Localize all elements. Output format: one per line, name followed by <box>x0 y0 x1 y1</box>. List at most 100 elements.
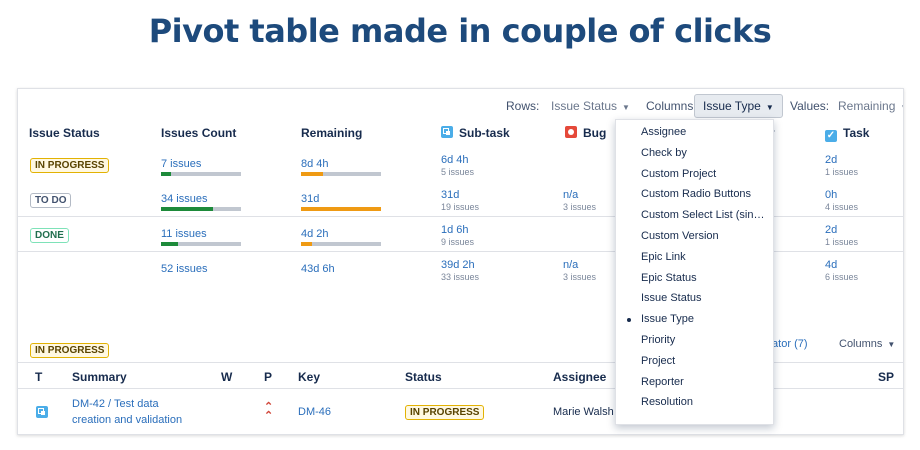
dropdown-item[interactable]: Custom Version <box>641 230 719 242</box>
count-bar <box>161 242 241 246</box>
task-count: 1 issues <box>825 237 859 247</box>
col-header-status[interactable]: Status <box>405 370 442 384</box>
header-bug-label: Bug <box>583 126 607 140</box>
header-task-label: Task <box>843 126 870 140</box>
total-bug-link[interactable]: n/a <box>563 259 579 271</box>
dropdown-item[interactable]: Custom Project <box>641 167 717 180</box>
chevron-down-icon: ▼ <box>622 103 630 112</box>
row-divider <box>18 216 903 217</box>
status-badge: TO DO <box>30 193 72 208</box>
total-subtask-count: 33 issues <box>441 272 480 282</box>
remaining-bar-fill <box>301 207 381 211</box>
col-header-w[interactable]: W <box>221 370 233 384</box>
task-count: 4 issues <box>825 202 859 212</box>
subtask-count: 9 issues <box>441 237 475 247</box>
total-count-link[interactable]: 52 issues <box>161 263 208 275</box>
remaining-bar <box>301 242 381 246</box>
rows-label: Rows: <box>506 99 540 113</box>
header-bug: Bug <box>565 126 606 140</box>
columns-dropdown-menu: Assignee Check by Custom Project Custom Rad… <box>615 119 774 425</box>
issue-key-link[interactable]: DM-46 <box>298 406 332 418</box>
subtask-value-link[interactable]: 6d 4h <box>441 154 469 166</box>
task-value-link[interactable]: 0h <box>825 189 838 201</box>
group-badge: IN PROGRESS <box>30 343 110 358</box>
dropdown-item[interactable]: Reporter <box>641 375 684 388</box>
subtask-value-link[interactable]: 1d 6h <box>441 224 469 236</box>
count-bar-fill <box>161 207 213 211</box>
col-header-t[interactable]: T <box>35 370 43 384</box>
columns-select-value: Issue Type <box>703 99 761 113</box>
col-header-key[interactable]: Key <box>298 370 321 384</box>
issues-count-link[interactable]: 7 issues <box>161 158 202 170</box>
issue-status-badge: IN PROGRESS <box>405 405 485 420</box>
chevron-down-icon: ▼ <box>765 103 774 112</box>
col-header-sp[interactable]: SP <box>878 370 895 384</box>
rows-select-value: Issue Status <box>551 99 618 113</box>
dropdown-item[interactable]: Custom Select List (sin… <box>641 209 765 222</box>
header-remaining: Remaining <box>301 126 363 140</box>
total-bug-count: 3 issues <box>563 272 597 282</box>
total-task-count: 6 issues <box>825 272 859 282</box>
col-header-summary[interactable]: Summary <box>72 370 127 384</box>
columns-select[interactable]: Issue Type ▼ <box>694 94 783 118</box>
headline: Pivot table made in couple of clicks <box>148 12 772 50</box>
dropdown-item[interactable]: Check by <box>641 146 687 159</box>
chevron-down-icon: ▼ <box>900 103 903 112</box>
dropdown-item[interactable]: Project <box>641 354 676 367</box>
count-bar <box>161 172 241 176</box>
dropdown-item[interactable]: Epic Link <box>641 250 686 263</box>
row-divider <box>18 362 903 363</box>
dropdown-item[interactable]: Priority <box>641 334 676 346</box>
bug-count: 3 issues <box>563 202 597 212</box>
header-subtask: Sub-task <box>441 126 510 140</box>
total-task-link[interactable]: 4d <box>825 259 838 271</box>
remaining-bar-fill <box>301 172 323 176</box>
dropdown-item[interactable]: Epic Status <box>641 271 697 284</box>
issue-summary-line2[interactable]: creation and validation <box>72 414 183 426</box>
dropdown-item[interactable]: Resolution <box>641 396 693 409</box>
subtask-count: 5 issues <box>441 167 475 177</box>
values-select-value: Remaining <box>838 99 896 113</box>
chevron-down-icon: ▼ <box>887 340 896 349</box>
remaining-bar <box>301 207 381 211</box>
task-count: 1 issues <box>825 167 859 177</box>
subtask-value-link[interactable]: 31d <box>441 189 460 201</box>
header-task: ✓ Task <box>825 126 869 142</box>
columns-menu-button[interactable]: Columns ▼ <box>839 338 895 350</box>
subtask-count: 19 issues <box>441 202 480 212</box>
selected-dot-icon <box>627 318 631 323</box>
bug-value-link[interactable]: n/a <box>563 189 579 201</box>
dropdown-item[interactable]: Issue Type <box>641 313 694 326</box>
issues-count-link[interactable]: 11 issues <box>161 228 207 240</box>
task-value-link[interactable]: 2d <box>825 154 838 166</box>
total-remaining-link[interactable]: 43d 6h <box>301 263 335 275</box>
subtask-icon <box>36 406 48 418</box>
dropdown-item[interactable]: Assignee <box>641 126 687 138</box>
count-bar-fill <box>161 172 172 176</box>
total-subtask-link[interactable]: 39d 2h <box>441 259 475 271</box>
row-divider <box>18 251 903 252</box>
task-value-link[interactable]: 2d <box>825 224 838 236</box>
columns-label: Columns: <box>646 99 697 113</box>
remaining-link[interactable]: 31d <box>301 193 320 205</box>
remaining-bar-fill <box>301 242 313 246</box>
bug-icon <box>565 126 577 138</box>
columns-menu-label: Columns <box>839 338 883 350</box>
issue-assignee: Marie Walsh <box>553 406 614 418</box>
rows-select[interactable]: Issue Status ▼ <box>551 99 630 113</box>
dropdown-item[interactable]: Custom Radio Buttons <box>641 188 752 201</box>
issue-summary-line1[interactable]: DM-42 / Test data <box>72 398 159 410</box>
task-check-icon: ✓ <box>825 130 837 142</box>
col-header-assignee[interactable]: Assignee <box>553 370 607 384</box>
dropdown-item[interactable]: Issue Status <box>641 292 702 305</box>
header-subtask-label: Sub-task <box>459 126 510 140</box>
remaining-link[interactable]: 4d 2h <box>301 228 329 240</box>
values-select[interactable]: Remaining ▼ <box>838 99 903 113</box>
count-bar <box>161 207 241 211</box>
col-header-p[interactable]: P <box>264 370 273 384</box>
count-bar-fill <box>161 242 178 246</box>
remaining-link[interactable]: 8d 4h <box>301 158 329 170</box>
status-badge: IN PROGRESS <box>30 158 110 173</box>
header-issue-status: Issue Status <box>29 126 100 140</box>
issues-count-link[interactable]: 34 issues <box>161 193 208 205</box>
